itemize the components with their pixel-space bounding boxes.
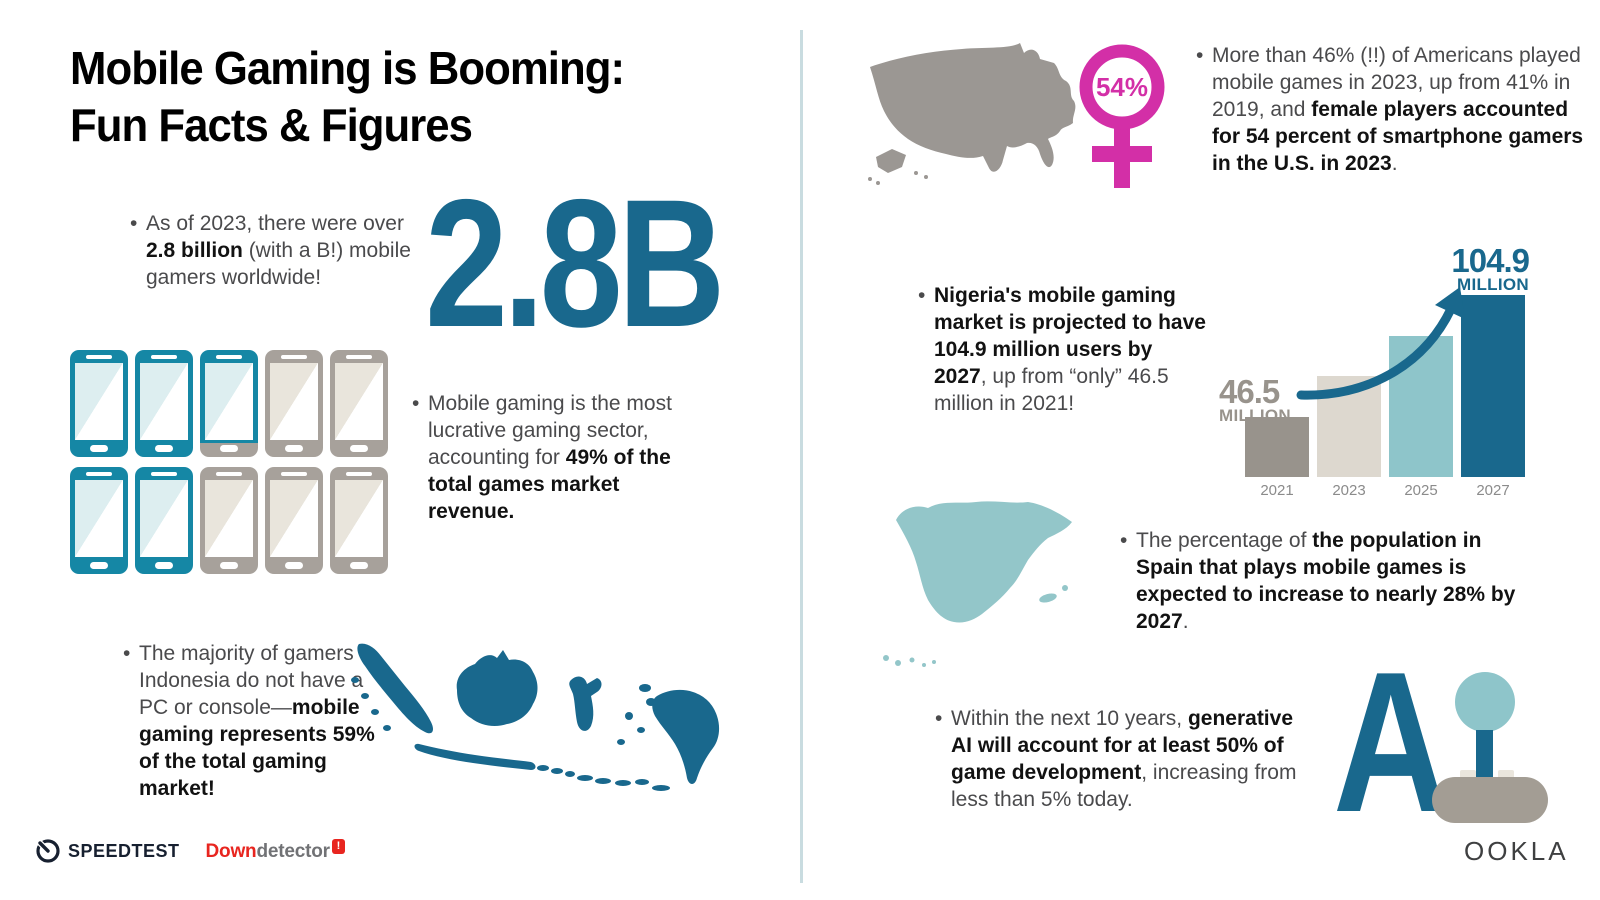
phone-home (350, 445, 368, 452)
phone-speaker (86, 472, 112, 476)
joystick-button-icon (1498, 770, 1514, 780)
ai-letter-a: A (1333, 631, 1449, 854)
bar-2025 (1389, 336, 1453, 477)
joystick-button-icon (1460, 770, 1476, 780)
downdetector-logo: Downdetector! (206, 839, 345, 863)
speedtest-gauge-icon (35, 838, 60, 863)
phone-home (285, 445, 303, 452)
page-title-line1: Mobile Gaming is Booming: (70, 42, 625, 94)
chart-start-number: 46.5 (1219, 373, 1280, 410)
joystick-base-icon (1432, 777, 1548, 823)
footer-brand-logos: SPEEDTEST Downdetector! (35, 838, 345, 864)
phone-speaker (281, 472, 307, 476)
phone-home (155, 445, 173, 452)
bar-2027 (1461, 295, 1525, 477)
phone-home (220, 562, 238, 569)
chart-end-unit: MILLION (1457, 275, 1529, 294)
downdetector-alert-icon: ! (331, 839, 345, 854)
female-symbol: 54% (1079, 44, 1165, 188)
phone-grid (70, 350, 390, 576)
phone-icon (200, 467, 258, 574)
fact-indonesia: The majority of gamers in Indonesia do n… (123, 640, 381, 802)
phone-icon (70, 467, 128, 574)
bar-label-2027: 2027 (1476, 482, 1510, 499)
bar-2021 (1245, 417, 1309, 477)
page-title: Mobile Gaming is Booming: Fun Facts & Fi… (70, 40, 625, 154)
bar-label-2021: 2021 (1260, 482, 1294, 499)
phone-screen (270, 480, 318, 557)
fact-worldwide-gamers: As of 2023, there were over 2.8 billion … (130, 210, 438, 291)
phone-screen (205, 480, 253, 557)
phone-home (285, 562, 303, 569)
joystick-stick-icon (1476, 730, 1493, 784)
speedtest-wordmark: SPEEDTEST (68, 840, 180, 861)
downdetector-word-detector: detector (256, 841, 330, 862)
page-title-line2: Fun Facts & Figures (70, 99, 473, 151)
phone-home (350, 562, 368, 569)
big-stat-2-8b: 2.8B (425, 161, 725, 365)
bar-label-2025: 2025 (1404, 482, 1438, 499)
chart-start-unit: MILLION (1219, 406, 1291, 425)
phone-home (155, 562, 173, 569)
phone-icon (265, 350, 323, 457)
phone-icon (330, 350, 388, 457)
fact-usa-players: More than 46% (!!) of Americans played m… (1196, 42, 1586, 177)
female-symbol-ring (1079, 44, 1165, 130)
phone-icon (265, 467, 323, 574)
phone-screen (335, 363, 383, 440)
fact-nigeria-market: Nigeria's mobile gaming market is projec… (918, 282, 1206, 417)
phone-icon (135, 467, 193, 574)
bar-2023 (1317, 376, 1381, 477)
fact-spain-share: The percentage of the population in Spai… (1120, 527, 1516, 635)
fact-revenue-share: Mobile gaming is the most lucrative gami… (412, 390, 680, 525)
downdetector-word-down: Down (205, 841, 257, 862)
phone-icon (200, 350, 258, 457)
chart-end-value-label: 104.9 MILLION (1451, 242, 1530, 294)
ai-joystick-graphic: A (1333, 631, 1563, 854)
column-divider (800, 30, 803, 883)
bar-label-2023: 2023 (1332, 482, 1366, 499)
ookla-logo: OOKLA (1464, 836, 1569, 866)
phone-speaker (86, 355, 112, 359)
phone-speaker (346, 472, 372, 476)
phone-screen (140, 480, 188, 557)
phone-icon (135, 350, 193, 457)
phone-speaker (216, 472, 242, 476)
speedtest-logo: SPEEDTEST (35, 838, 180, 864)
fact-generative-ai: Within the next 10 years, generative AI … (935, 705, 1313, 813)
phone-speaker (216, 355, 242, 359)
phone-home (220, 445, 238, 452)
phone-home (90, 562, 108, 569)
phone-screen (140, 363, 188, 440)
chart-end-number: 104.9 (1451, 242, 1530, 279)
phone-screen (335, 480, 383, 557)
phone-speaker (346, 355, 372, 359)
chart-start-value-label: 46.5 MILLION (1219, 373, 1291, 425)
phone-screen (205, 363, 253, 440)
phone-icon (330, 467, 388, 574)
indonesia-map (351, 643, 720, 791)
phone-icon (70, 350, 128, 457)
phone-speaker (151, 472, 177, 476)
phone-screen (270, 363, 318, 440)
nigeria-users-bar-chart: 2021 2023 2025 2027 46.5 MILLION 104.9 MILL… (1215, 242, 1530, 499)
phone-screen (75, 480, 123, 557)
phone-speaker (281, 355, 307, 359)
female-share-label: 54% (1096, 72, 1148, 102)
phone-screen (75, 363, 123, 440)
us-map (868, 43, 1076, 185)
phone-home (90, 445, 108, 452)
phone-speaker (151, 355, 177, 359)
spain-map (883, 501, 1072, 667)
female-symbol-crossbar (1092, 146, 1152, 162)
joystick-ball-icon (1455, 672, 1515, 732)
